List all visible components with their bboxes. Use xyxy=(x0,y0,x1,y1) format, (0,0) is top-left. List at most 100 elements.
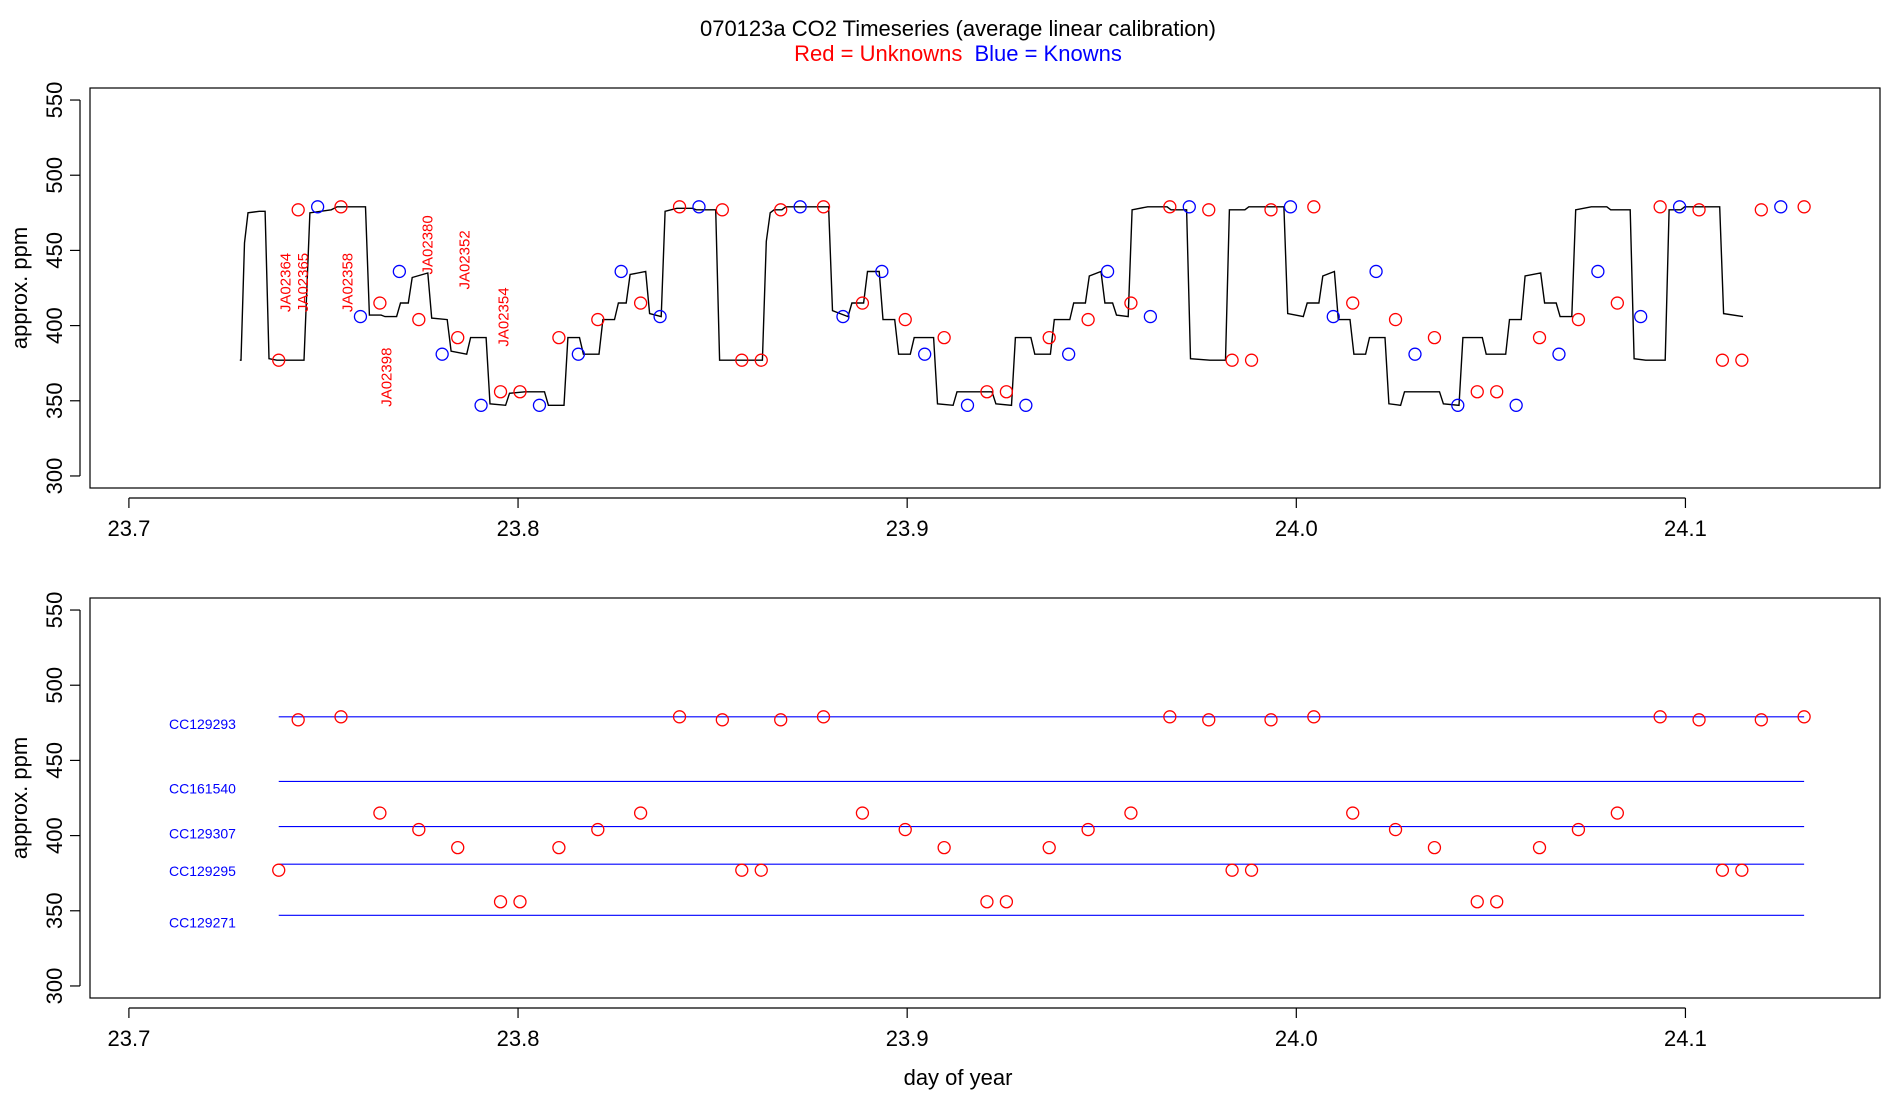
unknown-point xyxy=(1735,353,1749,367)
unknown-point xyxy=(898,312,912,327)
known-point xyxy=(571,347,586,361)
known-point xyxy=(1774,200,1788,214)
sample-label: JA02398 xyxy=(379,348,396,407)
x-tick-label: 24.1 xyxy=(1664,1026,1707,1051)
unknown-point xyxy=(855,806,870,820)
unknown-point xyxy=(1653,200,1667,214)
unknown-point xyxy=(591,822,605,837)
known-point xyxy=(875,264,889,279)
legend-knowns: Blue = Knowns xyxy=(974,41,1121,66)
sample-label: JA02358 xyxy=(340,253,357,312)
known-point xyxy=(1143,309,1158,324)
unknown-point xyxy=(1202,203,1216,217)
unknown-point xyxy=(291,713,305,727)
unknown-point xyxy=(1264,713,1278,727)
y-tick-label: 400 xyxy=(42,817,67,854)
unknown-point xyxy=(1346,806,1360,820)
known-point xyxy=(1019,398,1033,412)
y-axis-label: approx. ppm xyxy=(7,737,32,859)
known-point xyxy=(836,309,850,324)
unknown-point xyxy=(1427,330,1442,345)
unknown-point xyxy=(1797,710,1811,724)
unknown-point xyxy=(1081,312,1095,327)
unknown-point xyxy=(1735,863,1749,877)
unknown-point xyxy=(451,330,465,345)
unknown-point xyxy=(513,895,527,909)
unknown-point xyxy=(1307,200,1321,214)
unknown-point xyxy=(633,296,648,310)
plot-frame xyxy=(89,597,1881,999)
unknown-point xyxy=(1388,822,1403,837)
unknown-point xyxy=(1490,385,1504,399)
known-point xyxy=(692,200,706,214)
unknown-point xyxy=(1692,203,1706,217)
co2-trace-line xyxy=(239,206,1744,407)
unknown-point xyxy=(672,710,687,724)
unknown-point xyxy=(1124,806,1138,820)
chart-title: 070123a CO2 Timeseries (average linear c… xyxy=(700,16,1216,41)
unknown-point xyxy=(1081,822,1095,837)
y-tick-label: 500 xyxy=(42,667,67,704)
unknown-point xyxy=(816,200,831,214)
unknown-point xyxy=(980,895,994,909)
unknown-point xyxy=(1124,296,1138,310)
x-tick-label: 24.1 xyxy=(1664,516,1707,541)
unknown-point xyxy=(1244,863,1259,877)
legend-unknowns: Red = Unknowns xyxy=(794,41,962,66)
unknown-point xyxy=(1225,863,1239,877)
known-point xyxy=(1552,347,1566,361)
known-point xyxy=(1182,200,1196,214)
y-tick-label: 550 xyxy=(42,82,67,119)
unknown-point xyxy=(552,840,566,855)
known-point xyxy=(310,200,325,214)
plot-frame xyxy=(89,87,1881,489)
timeseries-panel: 23.7 23.8 23.9 24.0 24.1 300 350 400 450 500 550 ap… xyxy=(7,82,1881,541)
y-tick-label: 450 xyxy=(42,742,67,779)
unknown-point xyxy=(754,863,768,877)
y-tick-label: 300 xyxy=(42,968,67,1005)
known-point xyxy=(474,398,488,412)
unknown-point xyxy=(373,296,387,310)
unknown-point xyxy=(816,710,831,724)
unknown-point xyxy=(1532,330,1547,345)
known-point xyxy=(1326,309,1340,324)
unknown-point xyxy=(1346,296,1360,310)
unknown-point xyxy=(1754,713,1768,727)
x-tick-label: 24.0 xyxy=(1275,516,1318,541)
unknown-point xyxy=(633,806,648,820)
unknown-point xyxy=(1470,895,1484,909)
unknown-point xyxy=(1715,353,1730,367)
known-point xyxy=(1369,264,1383,279)
x-axis-label: day of year xyxy=(904,1065,1013,1090)
unknown-point xyxy=(999,385,1014,399)
unknown-point xyxy=(672,200,687,214)
known-point xyxy=(532,398,547,412)
x-tick-label: 23.8 xyxy=(497,1026,540,1051)
unknown-point xyxy=(735,353,749,367)
standard-label: CC161540 xyxy=(169,780,236,796)
unknown-point xyxy=(272,863,286,877)
unknown-point xyxy=(937,840,951,855)
known-point xyxy=(1672,200,1687,214)
unknown-point xyxy=(855,296,870,310)
known-point xyxy=(392,264,407,279)
unknown-point xyxy=(1163,200,1177,214)
x-tick-label: 23.7 xyxy=(107,516,150,541)
unknown-point xyxy=(493,385,508,399)
known-point xyxy=(1634,309,1648,324)
unknown-point xyxy=(1470,385,1484,399)
known-point xyxy=(1100,264,1115,279)
x-tick-label: 23.9 xyxy=(886,1026,929,1051)
unknown-point xyxy=(591,312,605,327)
known-point xyxy=(1509,398,1523,412)
unknown-point xyxy=(1692,713,1706,727)
known-point xyxy=(614,264,628,279)
x-tick-label: 23.7 xyxy=(107,1026,150,1051)
unknown-point xyxy=(1490,895,1504,909)
sample-label: JA02364 xyxy=(277,253,294,312)
known-point xyxy=(435,347,449,361)
unknown-point xyxy=(291,203,305,217)
y-tick-label: 500 xyxy=(42,157,67,194)
known-point xyxy=(1408,347,1422,361)
known-point xyxy=(793,200,807,214)
